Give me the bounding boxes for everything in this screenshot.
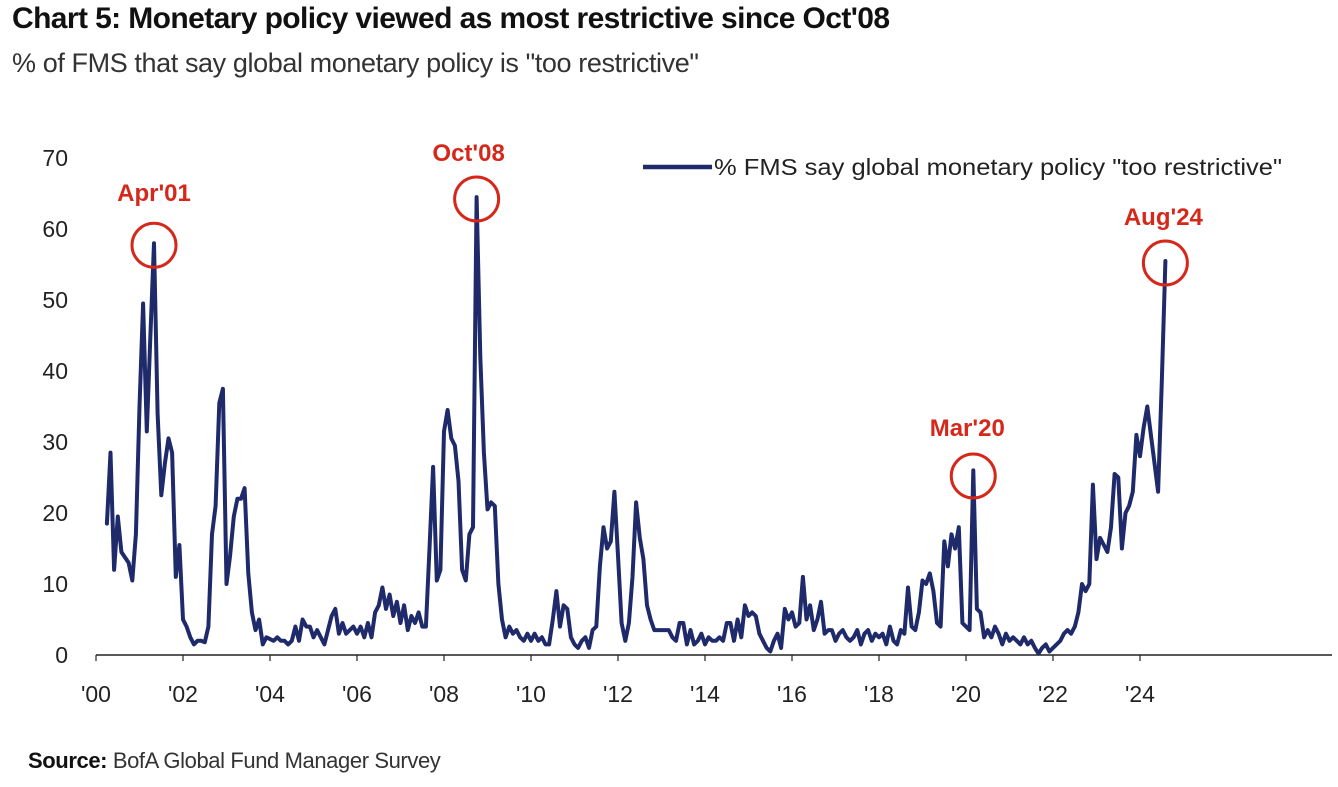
- y-tick-label: 0: [55, 642, 68, 668]
- annotation-circle: [130, 221, 178, 269]
- x-tick-label: '04: [255, 681, 285, 707]
- annotation-circle: [1141, 239, 1189, 287]
- y-tick-label: 20: [42, 500, 68, 526]
- x-tick-label: '02: [168, 681, 198, 707]
- x-tick-label: '08: [429, 681, 459, 707]
- x-tick-label: '20: [951, 681, 981, 707]
- x-tick-label: '06: [342, 681, 372, 707]
- series-layer: [104, 195, 1168, 656]
- x-tick-label: '12: [603, 681, 633, 707]
- y-tick-label: 30: [42, 429, 68, 455]
- annotations: Apr'01 Oct'08 Mar'20 Aug'24: [117, 140, 1204, 500]
- source-text: BofA Global Fund Manager Survey: [112, 748, 441, 773]
- annotation-label: Mar'20: [930, 415, 1005, 442]
- y-tick-label: 60: [42, 216, 68, 242]
- source-label: Source:: [28, 748, 108, 773]
- source-note: Source: BofA Global Fund Manager Survey: [28, 748, 441, 774]
- y-tick-label: 50: [42, 287, 68, 313]
- annotation-label: Apr'01: [117, 180, 191, 207]
- x-tick-label: '00: [81, 681, 111, 707]
- y-tick-label: 40: [42, 358, 68, 384]
- chart-title: Chart 5: Monetary policy viewed as most …: [12, 2, 890, 35]
- x-tick-label: '18: [864, 681, 894, 707]
- x-tick-label: '14: [690, 681, 720, 707]
- annotation-circle: [949, 452, 997, 500]
- annotation-label: Aug'24: [1124, 204, 1204, 231]
- y-tick-label: 10: [42, 571, 68, 597]
- x-tick-label: '22: [1038, 681, 1068, 707]
- x-tick-label: '24: [1125, 681, 1155, 707]
- legend: % FMS say global monetary policy "too re…: [643, 154, 1282, 180]
- x-axis: '00 '02 '04 '06 '08 '10 '12 '14 '16 '18 '20 '22 '24: [81, 654, 1332, 707]
- series-line: [104, 195, 1168, 656]
- annotation-circle: [453, 175, 501, 223]
- y-tick-label: 70: [42, 145, 68, 171]
- x-tick-label: '10: [516, 681, 546, 707]
- y-axis-ticks: 0 10 20 30 40 50 60 70: [42, 145, 68, 668]
- x-tick-label: '16: [777, 681, 807, 707]
- chart-subtitle: % of FMS that say global monetary policy…: [12, 48, 699, 78]
- annotation-label: Oct'08: [432, 140, 504, 167]
- legend-label: % FMS say global monetary policy "too re…: [714, 154, 1282, 180]
